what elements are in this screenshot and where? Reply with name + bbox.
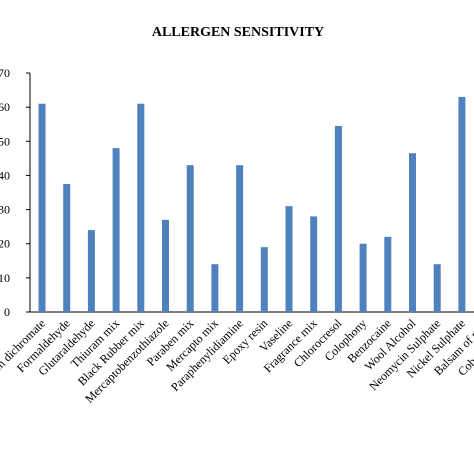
y-tick-label: 60 bbox=[0, 100, 10, 114]
bar bbox=[63, 183, 71, 312]
bar bbox=[162, 219, 169, 312]
y-tick-label: 50 bbox=[0, 134, 10, 148]
y-tick-label: 40 bbox=[0, 168, 10, 182]
bar bbox=[409, 153, 416, 312]
bar bbox=[334, 125, 342, 313]
bar bbox=[260, 247, 268, 312]
bar bbox=[285, 206, 293, 312]
bar bbox=[310, 216, 318, 312]
chart-title: ALLERGEN SENSITIVITY bbox=[152, 25, 324, 40]
bar bbox=[112, 148, 120, 312]
y-tick-label: 70 bbox=[0, 66, 10, 80]
bar bbox=[211, 264, 219, 312]
bar bbox=[384, 236, 392, 312]
y-tick-label: 30 bbox=[0, 203, 10, 217]
bar bbox=[137, 103, 145, 312]
y-tick-label: 10 bbox=[0, 271, 10, 285]
bar bbox=[433, 264, 441, 312]
y-tick-label: 20 bbox=[0, 237, 10, 251]
y-tick-label: 0 bbox=[4, 305, 10, 319]
bar bbox=[38, 103, 46, 312]
bar bbox=[186, 165, 194, 312]
bar bbox=[359, 243, 367, 312]
bar bbox=[87, 230, 95, 312]
bar bbox=[458, 96, 466, 313]
bar bbox=[236, 165, 244, 312]
